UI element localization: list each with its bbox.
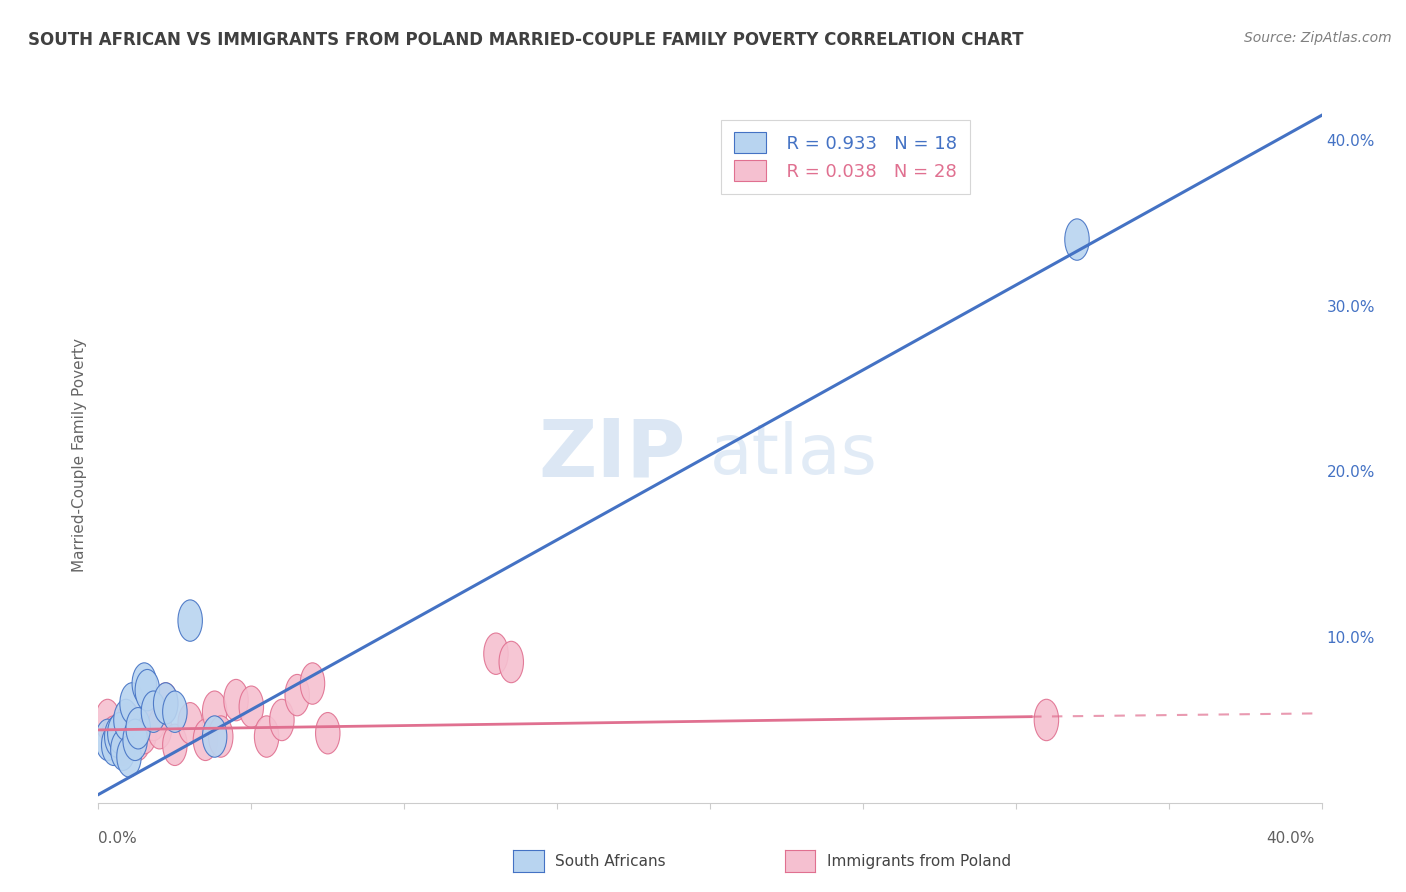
Ellipse shape <box>224 680 249 721</box>
Ellipse shape <box>132 713 156 754</box>
Ellipse shape <box>120 682 145 724</box>
Y-axis label: Married-Couple Family Poverty: Married-Couple Family Poverty <box>72 338 87 572</box>
Text: Immigrants from Poland: Immigrants from Poland <box>827 855 1011 869</box>
Ellipse shape <box>114 707 138 749</box>
Ellipse shape <box>122 715 148 757</box>
Ellipse shape <box>96 699 120 740</box>
Ellipse shape <box>153 682 179 724</box>
Ellipse shape <box>127 707 150 749</box>
Ellipse shape <box>135 669 160 711</box>
Ellipse shape <box>114 699 138 740</box>
Ellipse shape <box>208 715 233 757</box>
Text: 40.0%: 40.0% <box>1267 831 1315 846</box>
Ellipse shape <box>270 699 294 740</box>
Ellipse shape <box>108 713 132 754</box>
Ellipse shape <box>484 633 508 674</box>
Ellipse shape <box>117 703 141 744</box>
Ellipse shape <box>499 641 523 682</box>
Ellipse shape <box>202 715 226 757</box>
Ellipse shape <box>179 599 202 641</box>
Text: Source: ZipAtlas.com: Source: ZipAtlas.com <box>1244 31 1392 45</box>
Text: atlas: atlas <box>710 421 877 489</box>
Ellipse shape <box>285 674 309 715</box>
Ellipse shape <box>127 719 150 761</box>
Ellipse shape <box>163 691 187 732</box>
Text: 0.0%: 0.0% <box>98 831 138 846</box>
Ellipse shape <box>111 729 135 771</box>
Ellipse shape <box>101 724 127 765</box>
Ellipse shape <box>202 691 226 732</box>
Ellipse shape <box>163 724 187 765</box>
Ellipse shape <box>108 713 132 754</box>
Ellipse shape <box>117 736 141 777</box>
Ellipse shape <box>1064 219 1090 260</box>
Ellipse shape <box>1035 699 1059 740</box>
Ellipse shape <box>104 715 129 757</box>
Ellipse shape <box>254 715 278 757</box>
Text: SOUTH AFRICAN VS IMMIGRANTS FROM POLAND MARRIED-COUPLE FAMILY POVERTY CORRELATIO: SOUTH AFRICAN VS IMMIGRANTS FROM POLAND … <box>28 31 1024 49</box>
Ellipse shape <box>104 719 129 761</box>
Legend:   R = 0.933   N = 18,   R = 0.038   N = 28: R = 0.933 N = 18, R = 0.038 N = 28 <box>721 120 970 194</box>
Ellipse shape <box>301 663 325 705</box>
Ellipse shape <box>179 703 202 744</box>
Ellipse shape <box>96 719 120 761</box>
Ellipse shape <box>315 713 340 754</box>
Text: South Africans: South Africans <box>555 855 666 869</box>
Text: ZIP: ZIP <box>538 416 686 494</box>
Ellipse shape <box>111 724 135 765</box>
Ellipse shape <box>101 715 127 757</box>
Ellipse shape <box>132 663 156 705</box>
Ellipse shape <box>141 691 166 732</box>
Ellipse shape <box>148 707 172 749</box>
Ellipse shape <box>193 719 218 761</box>
Ellipse shape <box>239 686 263 728</box>
Ellipse shape <box>153 682 179 724</box>
Ellipse shape <box>141 699 166 740</box>
Ellipse shape <box>122 719 148 761</box>
